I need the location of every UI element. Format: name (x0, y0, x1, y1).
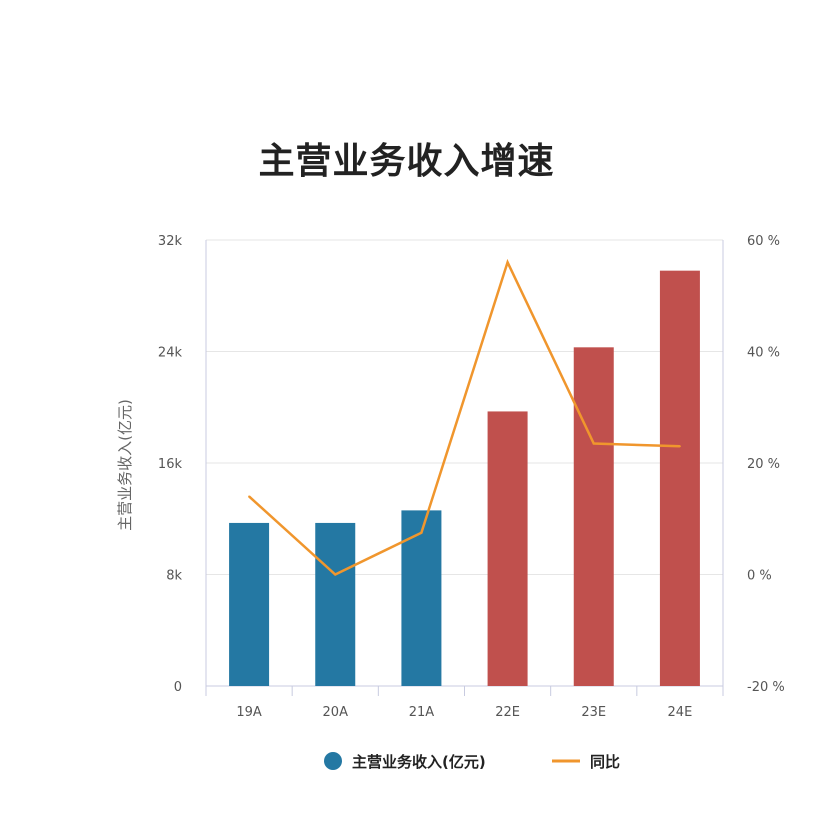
legend: 主营业务收入(亿元) 同比 (324, 752, 620, 771)
y-tick-label: 8k (166, 569, 182, 584)
y2-tick-label: 60 % (747, 234, 780, 249)
y2-tick-label: -20 % (747, 680, 785, 695)
yoy-point (334, 573, 337, 576)
legend-label-yoy: 同比 (590, 753, 620, 771)
revenue-bar (659, 270, 700, 686)
x-tick-label: 22E (495, 705, 520, 720)
revenue-bar (229, 522, 270, 686)
legend-label-revenue: 主营业务收入(亿元) (352, 753, 486, 771)
y-tick-label: 32k (158, 234, 183, 249)
y-tick-label: 24k (158, 346, 183, 361)
revenue-bar (487, 411, 528, 686)
yoy-point (678, 445, 681, 448)
chart-title: 主营业务收入增速 (258, 141, 555, 182)
y2-tick-label: 0 % (747, 569, 772, 584)
yoy-series-line (248, 258, 680, 576)
x-tick-label: 23E (581, 705, 606, 720)
revenue-bar (573, 347, 614, 686)
y2-tick-label: 40 % (747, 346, 780, 361)
revenue-bar (315, 522, 356, 686)
x-tick-label: 20A (323, 705, 349, 720)
x-tick-label: 19A (236, 705, 262, 720)
yoy-point (248, 495, 251, 498)
y-axis-title: 主营业务收入(亿元) (116, 399, 134, 531)
x-tick-label: 24E (668, 705, 693, 720)
yoy-point (592, 442, 595, 445)
revenue-bars (229, 270, 700, 686)
tick-labels: 0 -20 % 8k 0 % 16k 20 % 24k 40 % 32k 60 % 19A 20A 21… (116, 234, 785, 720)
revenue-bar (401, 510, 442, 686)
y-tick-label: 16k (158, 457, 183, 472)
legend-marker-revenue (324, 752, 342, 770)
axes (205, 240, 724, 696)
yoy-point (506, 261, 509, 264)
y2-tick-label: 20 % (747, 457, 780, 472)
x-tick-label: 21A (409, 705, 435, 720)
grid-lines (206, 239, 723, 575)
yoy-point (420, 531, 423, 534)
y-tick-label: 0 (174, 680, 182, 695)
yoy-line (248, 258, 681, 576)
